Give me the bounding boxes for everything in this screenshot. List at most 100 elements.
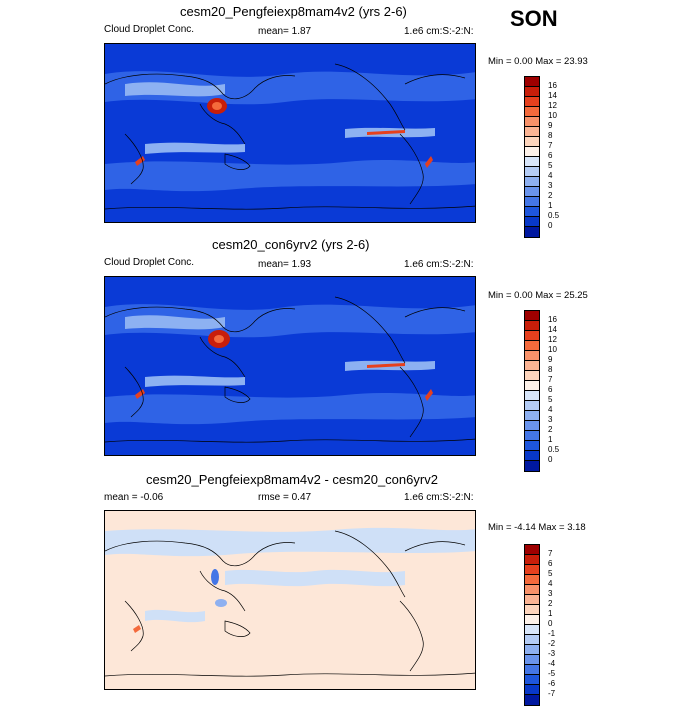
panel2-minmax: Min = 0.00 Max = 25.25 bbox=[488, 290, 588, 301]
colorbar-tick-label: 3 bbox=[548, 589, 553, 598]
colorbar-swatch bbox=[525, 311, 539, 321]
colorbar-swatch bbox=[525, 177, 539, 187]
colorbar-tick-label: 12 bbox=[548, 101, 557, 110]
panel2-colorbar bbox=[524, 310, 540, 472]
panel1-title: cesm20_Pengfeiexp8mam4v2 (yrs 2-6) bbox=[180, 4, 407, 19]
colorbar-tick-label: 1 bbox=[548, 201, 553, 210]
colorbar-swatch bbox=[525, 401, 539, 411]
colorbar-tick-label: -7 bbox=[548, 689, 556, 698]
panel2-map bbox=[104, 276, 476, 456]
colorbar-tick-label: 10 bbox=[548, 111, 557, 120]
colorbar-tick-label: 4 bbox=[548, 171, 553, 180]
colorbar-tick-label: 0 bbox=[548, 221, 553, 230]
panel1-mean: mean= 1.87 bbox=[258, 26, 312, 37]
colorbar-swatch bbox=[525, 137, 539, 147]
colorbar-swatch bbox=[525, 97, 539, 107]
colorbar-tick-label: 8 bbox=[548, 131, 553, 140]
colorbar-tick-label: 2 bbox=[548, 191, 553, 200]
colorbar-tick-label: -5 bbox=[548, 669, 556, 678]
colorbar-tick-label: 16 bbox=[548, 81, 557, 90]
panel2-variable-label: Cloud Droplet Conc. bbox=[104, 257, 195, 268]
colorbar-swatch bbox=[525, 331, 539, 341]
colorbar-swatch bbox=[525, 117, 539, 127]
colorbar-tick-label: 6 bbox=[548, 559, 553, 568]
colorbar-swatch bbox=[525, 187, 539, 197]
colorbar-tick-label: 6 bbox=[548, 385, 553, 394]
colorbar-swatch bbox=[525, 157, 539, 167]
colorbar-swatch bbox=[525, 321, 539, 331]
colorbar-swatch bbox=[525, 167, 539, 177]
colorbar-swatch bbox=[525, 421, 539, 431]
colorbar-swatch bbox=[525, 207, 539, 217]
colorbar-swatch bbox=[525, 127, 539, 137]
colorbar-tick-label: 9 bbox=[548, 121, 553, 130]
colorbar-tick-label: 3 bbox=[548, 181, 553, 190]
panel3-units: 1.e6 cm:S:-2:N: bbox=[404, 492, 474, 503]
colorbar-swatch bbox=[525, 645, 539, 655]
colorbar-swatch bbox=[525, 615, 539, 625]
season-label: SON bbox=[510, 6, 558, 31]
panel3-minmax: Min = -4.14 Max = 3.18 bbox=[488, 522, 586, 533]
panel3-rmse: rmse = 0.47 bbox=[258, 492, 312, 503]
colorbar-swatch bbox=[525, 341, 539, 351]
colorbar-tick-label: -3 bbox=[548, 649, 556, 658]
colorbar-swatch bbox=[525, 87, 539, 97]
colorbar-tick-label: -2 bbox=[548, 639, 556, 648]
colorbar-tick-label: 3 bbox=[548, 415, 553, 424]
colorbar-swatch bbox=[525, 635, 539, 645]
colorbar-swatch bbox=[525, 381, 539, 391]
colorbar-swatch bbox=[525, 227, 539, 237]
colorbar-tick-label: 10 bbox=[548, 345, 557, 354]
colorbar-tick-label: 2 bbox=[548, 425, 553, 434]
colorbar-swatch bbox=[525, 431, 539, 441]
colorbar-tick-label: 0 bbox=[548, 455, 553, 464]
colorbar-swatch bbox=[525, 361, 539, 371]
colorbar-tick-label: 2 bbox=[548, 599, 553, 608]
colorbar-tick-label: -6 bbox=[548, 679, 556, 688]
colorbar-tick-label: 0.5 bbox=[548, 445, 560, 454]
colorbar-tick-label: 7 bbox=[548, 141, 553, 150]
colorbar-swatch bbox=[525, 411, 539, 421]
colorbar-swatch bbox=[525, 655, 539, 665]
colorbar-swatch bbox=[525, 107, 539, 117]
colorbar-swatch bbox=[525, 595, 539, 605]
colorbar-tick-label: 1 bbox=[548, 435, 553, 444]
colorbar-swatch bbox=[525, 217, 539, 227]
colorbar-swatch bbox=[525, 371, 539, 381]
colorbar-tick-label: 8 bbox=[548, 365, 553, 374]
panel2-units: 1.e6 cm:S:-2:N: bbox=[404, 259, 474, 270]
colorbar-swatch bbox=[525, 461, 539, 471]
colorbar-tick-label: 1 bbox=[548, 609, 553, 618]
colorbar-swatch bbox=[525, 77, 539, 87]
colorbar-swatch bbox=[525, 605, 539, 615]
colorbar-tick-label: 5 bbox=[548, 395, 553, 404]
colorbar-tick-label: 7 bbox=[548, 375, 553, 384]
colorbar-swatch bbox=[525, 665, 539, 675]
panel1-colorbar bbox=[524, 76, 540, 238]
panel3-colorbar bbox=[524, 544, 540, 706]
colorbar-tick-label: -1 bbox=[548, 629, 556, 638]
colorbar-tick-label: 7 bbox=[548, 549, 553, 558]
colorbar-tick-label: 0 bbox=[548, 619, 553, 628]
colorbar-swatch bbox=[525, 565, 539, 575]
colorbar-swatch bbox=[525, 451, 539, 461]
colorbar-tick-label: 6 bbox=[548, 151, 553, 160]
colorbar-swatch bbox=[525, 391, 539, 401]
colorbar-swatch bbox=[525, 575, 539, 585]
colorbar-tick-label: 14 bbox=[548, 325, 557, 334]
colorbar-tick-label: 5 bbox=[548, 569, 553, 578]
panel1-units: 1.e6 cm:S:-2:N: bbox=[404, 26, 474, 37]
panel2-title: cesm20_con6yrv2 (yrs 2-6) bbox=[212, 237, 370, 252]
panel3-mean: mean = -0.06 bbox=[104, 492, 164, 503]
colorbar-tick-label: 16 bbox=[548, 315, 557, 324]
colorbar-tick-label: 5 bbox=[548, 161, 553, 170]
colorbar-swatch bbox=[525, 545, 539, 555]
colorbar-swatch bbox=[525, 625, 539, 635]
colorbar-tick-label: 4 bbox=[548, 405, 553, 414]
panel3-title: cesm20_Pengfeiexp8mam4v2 - cesm20_con6yr… bbox=[146, 472, 438, 487]
panel1-variable-label: Cloud Droplet Conc. bbox=[104, 24, 195, 35]
colorbar-swatch bbox=[525, 555, 539, 565]
colorbar-swatch bbox=[525, 441, 539, 451]
colorbar-tick-label: 0.5 bbox=[548, 211, 560, 220]
colorbar-swatch bbox=[525, 675, 539, 685]
